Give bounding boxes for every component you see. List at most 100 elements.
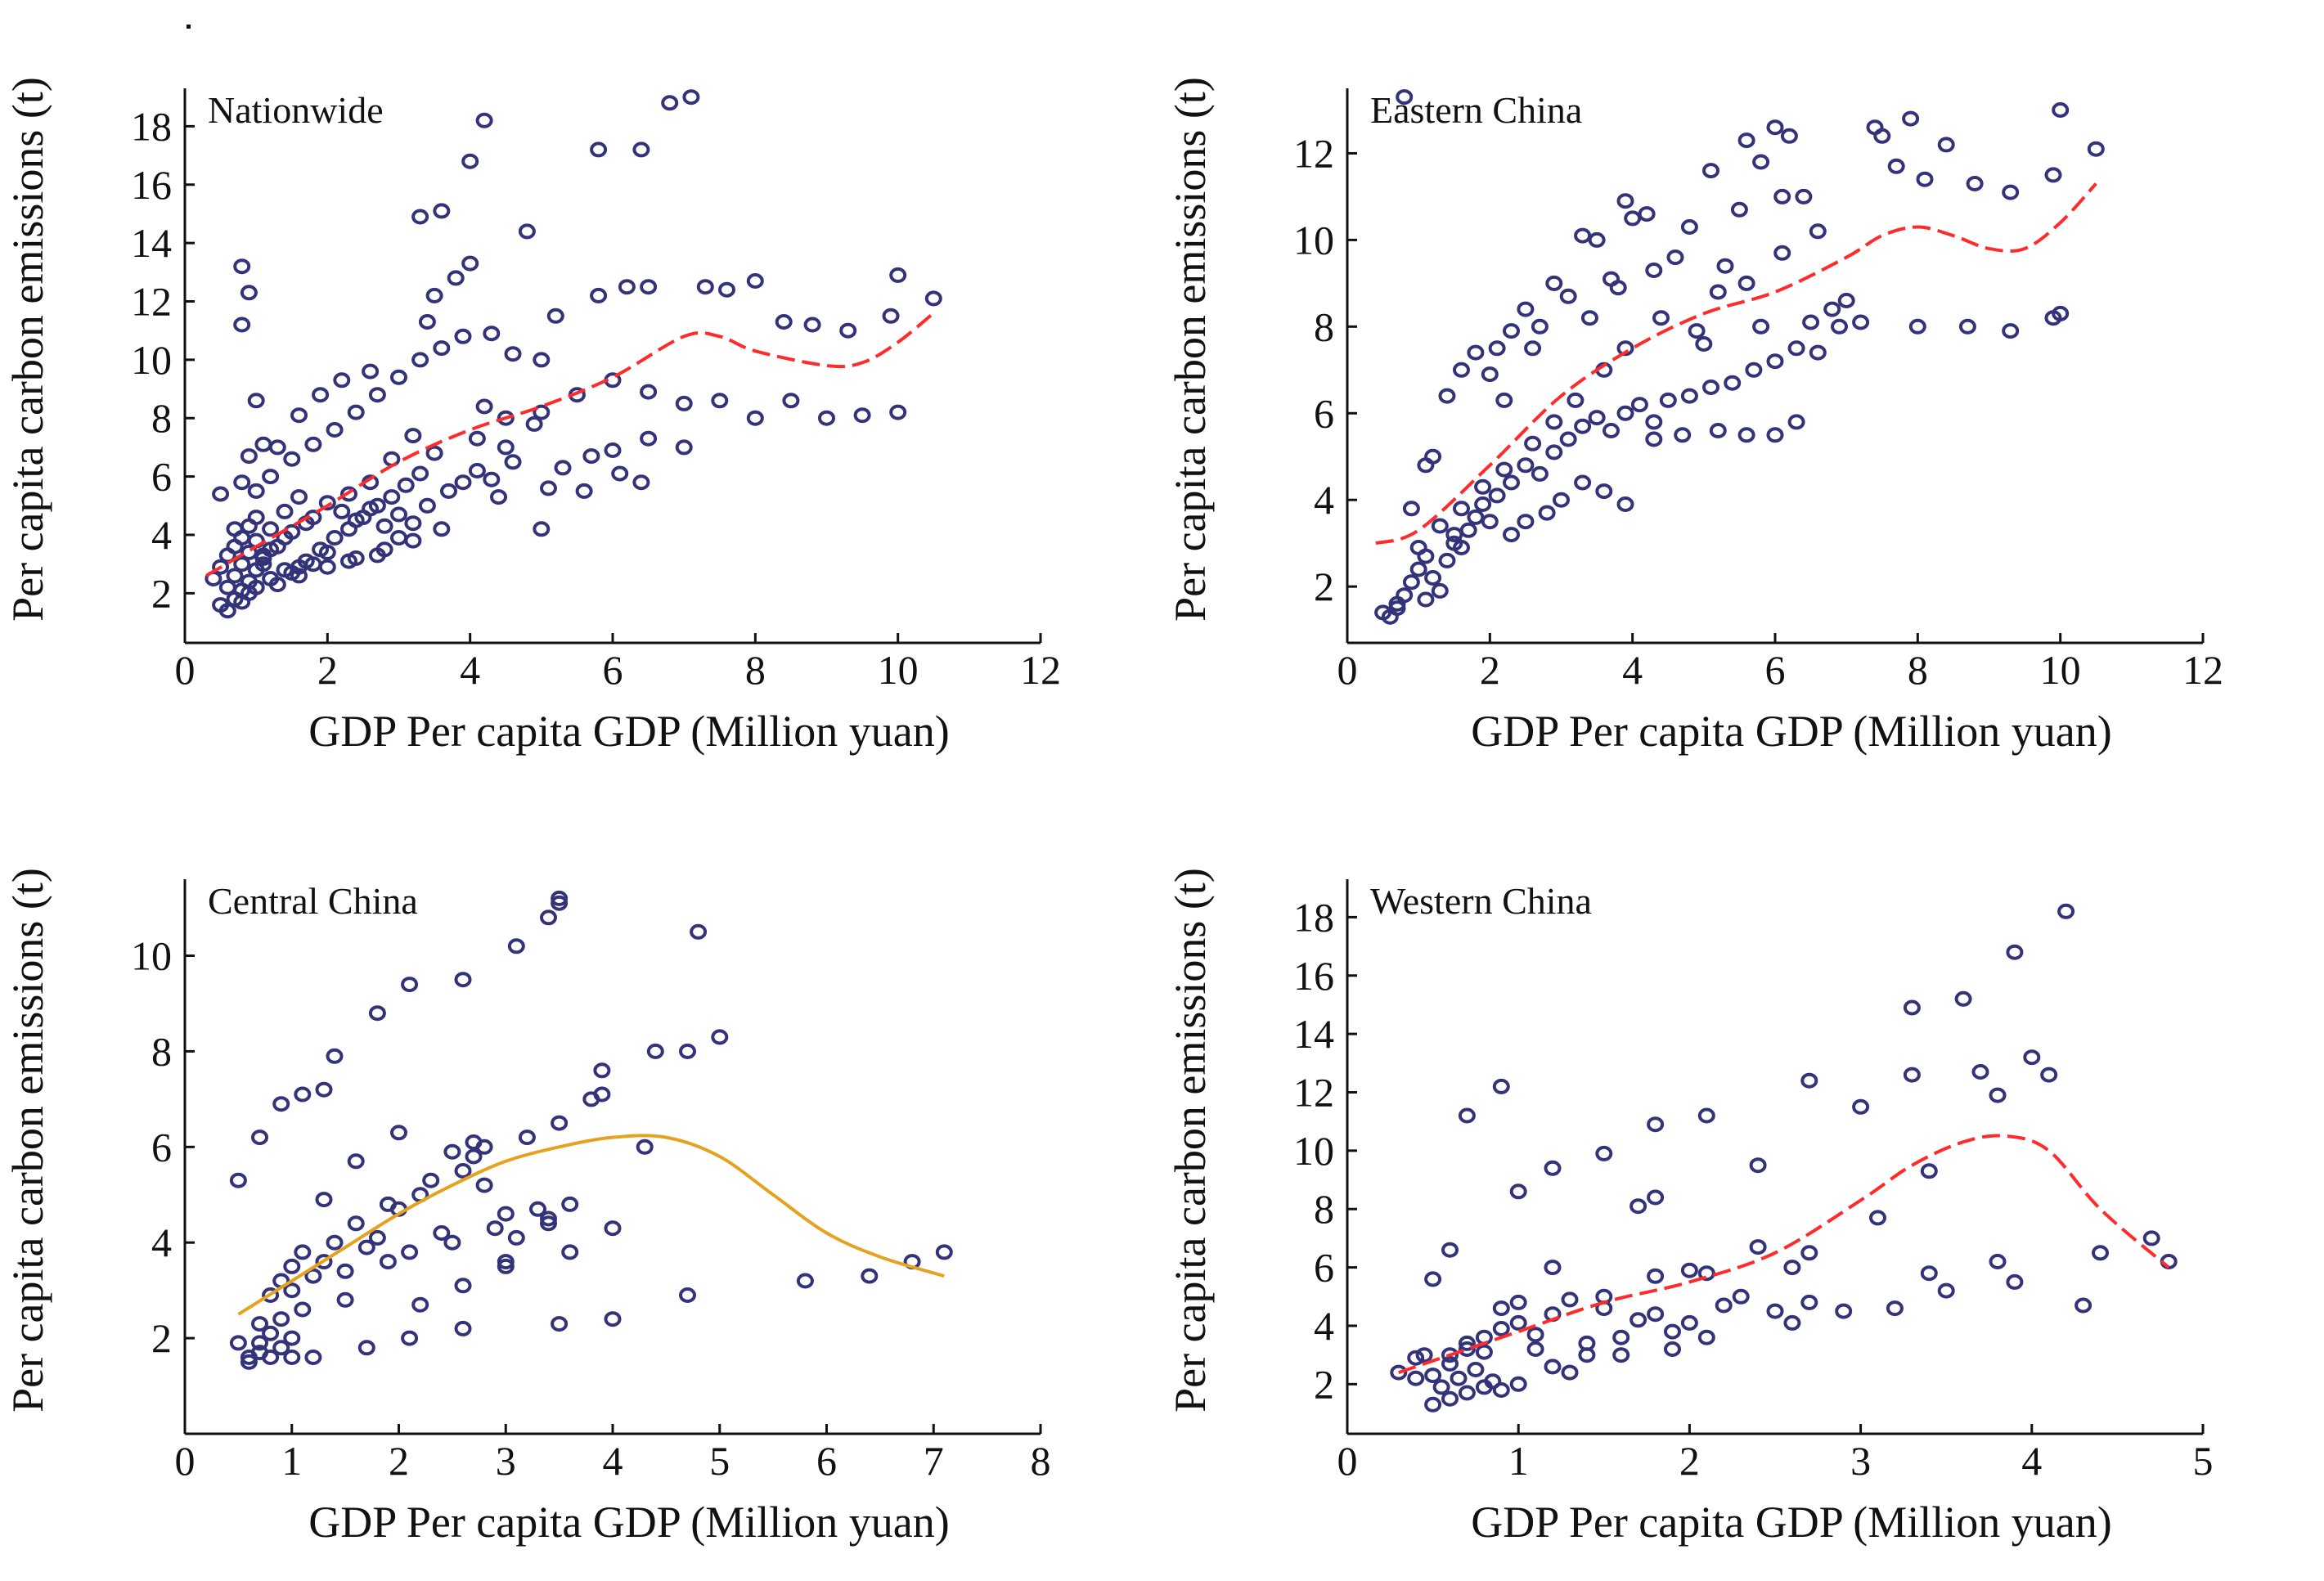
scatter-point	[347, 404, 365, 420]
x-tick-label: 3	[1850, 1438, 1871, 1484]
scatter-point	[1424, 1368, 1442, 1384]
scatter-point	[746, 273, 764, 289]
scatter-point	[383, 451, 401, 467]
scatter-point	[362, 363, 380, 380]
scatter-point	[1481, 366, 1499, 383]
scatter-point	[1666, 249, 1684, 266]
scatter-point	[1441, 1355, 1459, 1372]
scatter-point	[593, 1086, 611, 1103]
scatter-point	[340, 553, 357, 569]
scatter-point	[411, 1296, 429, 1313]
scatter-point	[1538, 505, 1556, 521]
x-tick-label: 10	[2040, 647, 2081, 693]
y-tick-label: 2	[1314, 564, 1334, 609]
scatter-point	[418, 314, 436, 330]
scatter-point	[1503, 323, 1520, 339]
scatter-point	[379, 1254, 397, 1270]
panel-title: Eastern China	[1370, 89, 1582, 131]
scatter-point	[504, 346, 522, 362]
panel-title: Nationwide	[208, 89, 384, 131]
scatter-point	[397, 477, 415, 493]
scatter-point	[312, 387, 330, 403]
scatter-point	[803, 317, 821, 333]
scatter-point	[533, 521, 551, 537]
scatter-point	[454, 972, 472, 988]
scatter-point	[1603, 423, 1620, 438]
scatter-point	[1445, 527, 1463, 543]
scatter-point	[1424, 1271, 1442, 1287]
scatter-point	[1492, 1300, 1510, 1317]
scatter-point	[251, 1130, 268, 1146]
scatter-point	[1887, 158, 1905, 174]
scatter-point	[1390, 1364, 1408, 1381]
scatter-point	[283, 1258, 301, 1274]
scatter-point	[640, 279, 658, 295]
scatter-point	[233, 474, 251, 491]
scatter-point	[254, 547, 272, 564]
scatter-point	[2092, 1245, 2109, 1261]
scatter-point	[1545, 414, 1563, 430]
x-tick-label: 5	[709, 1438, 730, 1484]
scatter-point	[1509, 1184, 1527, 1200]
scatter-point	[411, 465, 429, 482]
scatter-point	[796, 1273, 814, 1289]
y-tick-label: 2	[1314, 1361, 1334, 1407]
scatter-point	[1697, 1107, 1715, 1124]
scatter-point	[1458, 1385, 1476, 1401]
scatter-point	[1645, 414, 1663, 430]
scatter-point	[1737, 275, 1755, 291]
scatter-point	[1526, 1341, 1544, 1357]
scatter-point	[551, 890, 569, 906]
scatter-point	[1989, 1087, 2007, 1103]
scatter-point	[1544, 1160, 1562, 1176]
scatter-point	[251, 1335, 268, 1351]
scatter-point	[889, 404, 907, 420]
scatter-point	[1737, 132, 1755, 149]
scatter-point	[1453, 501, 1470, 517]
scatter-point	[2052, 305, 2070, 321]
scatter-point	[1688, 323, 1706, 339]
scatter-point	[1823, 301, 1841, 317]
scatter-point	[454, 328, 472, 344]
y-tick-label: 2	[151, 1315, 172, 1361]
y-tick-label: 12	[1293, 130, 1334, 176]
y-tick-label: 6	[1314, 1245, 1334, 1291]
scatter-point	[226, 521, 244, 537]
scatter-point	[1835, 1303, 1853, 1319]
scatter-point	[1567, 392, 1585, 408]
scatter-point	[1559, 431, 1577, 447]
scatter-point	[561, 1196, 579, 1212]
scatter-point	[247, 483, 265, 499]
scatter-point	[347, 1215, 365, 1232]
scatter-point	[1574, 418, 1592, 434]
scatter-point	[262, 1325, 280, 1341]
panel-title: Western China	[1370, 880, 1592, 922]
scatter-point	[782, 393, 800, 409]
scatter-point	[1773, 188, 1791, 204]
scatter-point	[454, 1320, 472, 1336]
scatter-point	[240, 285, 258, 301]
scatter-point	[276, 503, 294, 519]
scatter-point	[1920, 1265, 1938, 1282]
scatter-point	[582, 448, 600, 465]
scatter-point	[839, 322, 857, 339]
scatter-point	[315, 1192, 333, 1208]
scatter-point	[1544, 1359, 1562, 1375]
scatter-point	[218, 603, 236, 619]
x-tick-label: 1	[281, 1438, 302, 1484]
scatter-point	[465, 1134, 483, 1150]
scatter-point	[1809, 223, 1827, 240]
scatter-point	[1526, 1327, 1544, 1343]
scatter-point	[1580, 310, 1598, 326]
scatter-point	[679, 1287, 696, 1303]
scatter-point	[1574, 474, 1592, 491]
scatter-point	[1873, 128, 1891, 144]
scatter-point	[315, 1254, 333, 1270]
scatter-point	[540, 480, 557, 496]
scatter-point	[682, 89, 700, 106]
y-tick-label: 4	[151, 512, 172, 558]
scatter-point	[326, 422, 344, 438]
scatter-point	[1441, 1242, 1459, 1258]
scatter-point	[1647, 1268, 1665, 1284]
scatter-point	[1509, 1294, 1527, 1310]
